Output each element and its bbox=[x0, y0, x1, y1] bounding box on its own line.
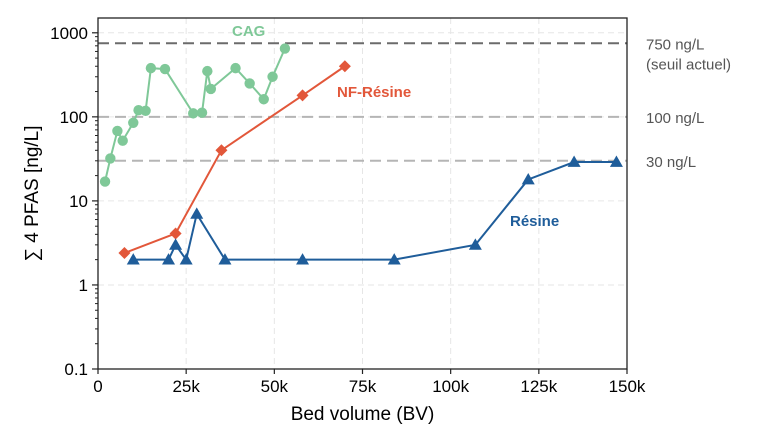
data-point bbox=[169, 238, 183, 250]
data-point bbox=[190, 207, 204, 219]
x-tick-label: 100k bbox=[432, 377, 469, 396]
threshold-label: (seuil actuel) bbox=[646, 56, 731, 73]
x-tick-label: 75k bbox=[349, 377, 377, 396]
data-point bbox=[387, 253, 401, 265]
data-point bbox=[179, 253, 193, 265]
series-name-label: Résine bbox=[510, 213, 559, 230]
data-point bbox=[169, 227, 182, 240]
x-tick-label: 150k bbox=[609, 377, 646, 396]
x-axis-title: Bed volume (BV) bbox=[291, 404, 435, 425]
data-point bbox=[215, 144, 228, 157]
data-point bbox=[468, 238, 482, 250]
data-point bbox=[244, 78, 255, 89]
data-point bbox=[159, 63, 171, 75]
y-axis-title: ∑ 4 PFAS [ng/L] bbox=[22, 125, 43, 261]
series-labels: 750 ng/L (seuil actuel) 100 ng/L 30 ng/L CAG… bbox=[232, 23, 731, 230]
series-line bbox=[133, 161, 617, 263]
data-point bbox=[188, 108, 199, 119]
data-point bbox=[118, 246, 131, 259]
threshold-label: 100 ng/L bbox=[646, 110, 704, 127]
y-tick-label: 100 bbox=[60, 108, 88, 127]
data-point bbox=[140, 105, 151, 117]
x-tick-label: 50k bbox=[261, 377, 289, 396]
y-tick-label: 10 bbox=[69, 192, 88, 211]
series-name-label: NF-Résine bbox=[337, 84, 411, 101]
series-0 bbox=[99, 43, 291, 187]
grid bbox=[98, 18, 627, 369]
data-point bbox=[126, 253, 140, 265]
x-tick-label: 125k bbox=[520, 377, 557, 396]
data-point bbox=[609, 155, 623, 167]
series-line bbox=[124, 65, 346, 254]
data-point bbox=[230, 62, 241, 74]
data-point bbox=[196, 107, 208, 118]
data-series bbox=[99, 43, 623, 265]
y-tick-label: 1 bbox=[79, 276, 88, 295]
data-point bbox=[567, 155, 581, 167]
data-point bbox=[205, 83, 217, 95]
y-tick-label: 0.1 bbox=[64, 360, 88, 379]
data-point bbox=[202, 65, 213, 77]
data-point bbox=[296, 89, 309, 102]
threshold-label: 30 ng/L bbox=[646, 154, 696, 171]
reference-lines bbox=[98, 42, 627, 162]
series-2 bbox=[126, 155, 623, 265]
data-point bbox=[99, 176, 111, 187]
data-point bbox=[521, 172, 535, 185]
data-point bbox=[296, 253, 310, 265]
data-point bbox=[128, 117, 139, 128]
y-tick-label: 1000 bbox=[50, 24, 88, 43]
data-point bbox=[218, 253, 232, 265]
threshold-label: 750 ng/L bbox=[646, 36, 704, 53]
series-1 bbox=[118, 60, 351, 259]
data-point bbox=[338, 60, 351, 73]
series-name-label: CAG bbox=[232, 23, 265, 40]
x-tick-label: 0 bbox=[93, 377, 102, 396]
data-point bbox=[258, 94, 269, 105]
data-point bbox=[117, 135, 128, 146]
data-point bbox=[267, 71, 278, 82]
data-point bbox=[105, 153, 116, 164]
axes: 0 25k 50k 75k 100k 125k 150k 0.1 1 10 100 1000 bbox=[50, 17, 646, 396]
data-point bbox=[112, 125, 123, 137]
data-point bbox=[279, 43, 291, 54]
data-point bbox=[145, 62, 157, 74]
data-point bbox=[162, 253, 176, 265]
x-tick-label: 25k bbox=[172, 377, 200, 396]
